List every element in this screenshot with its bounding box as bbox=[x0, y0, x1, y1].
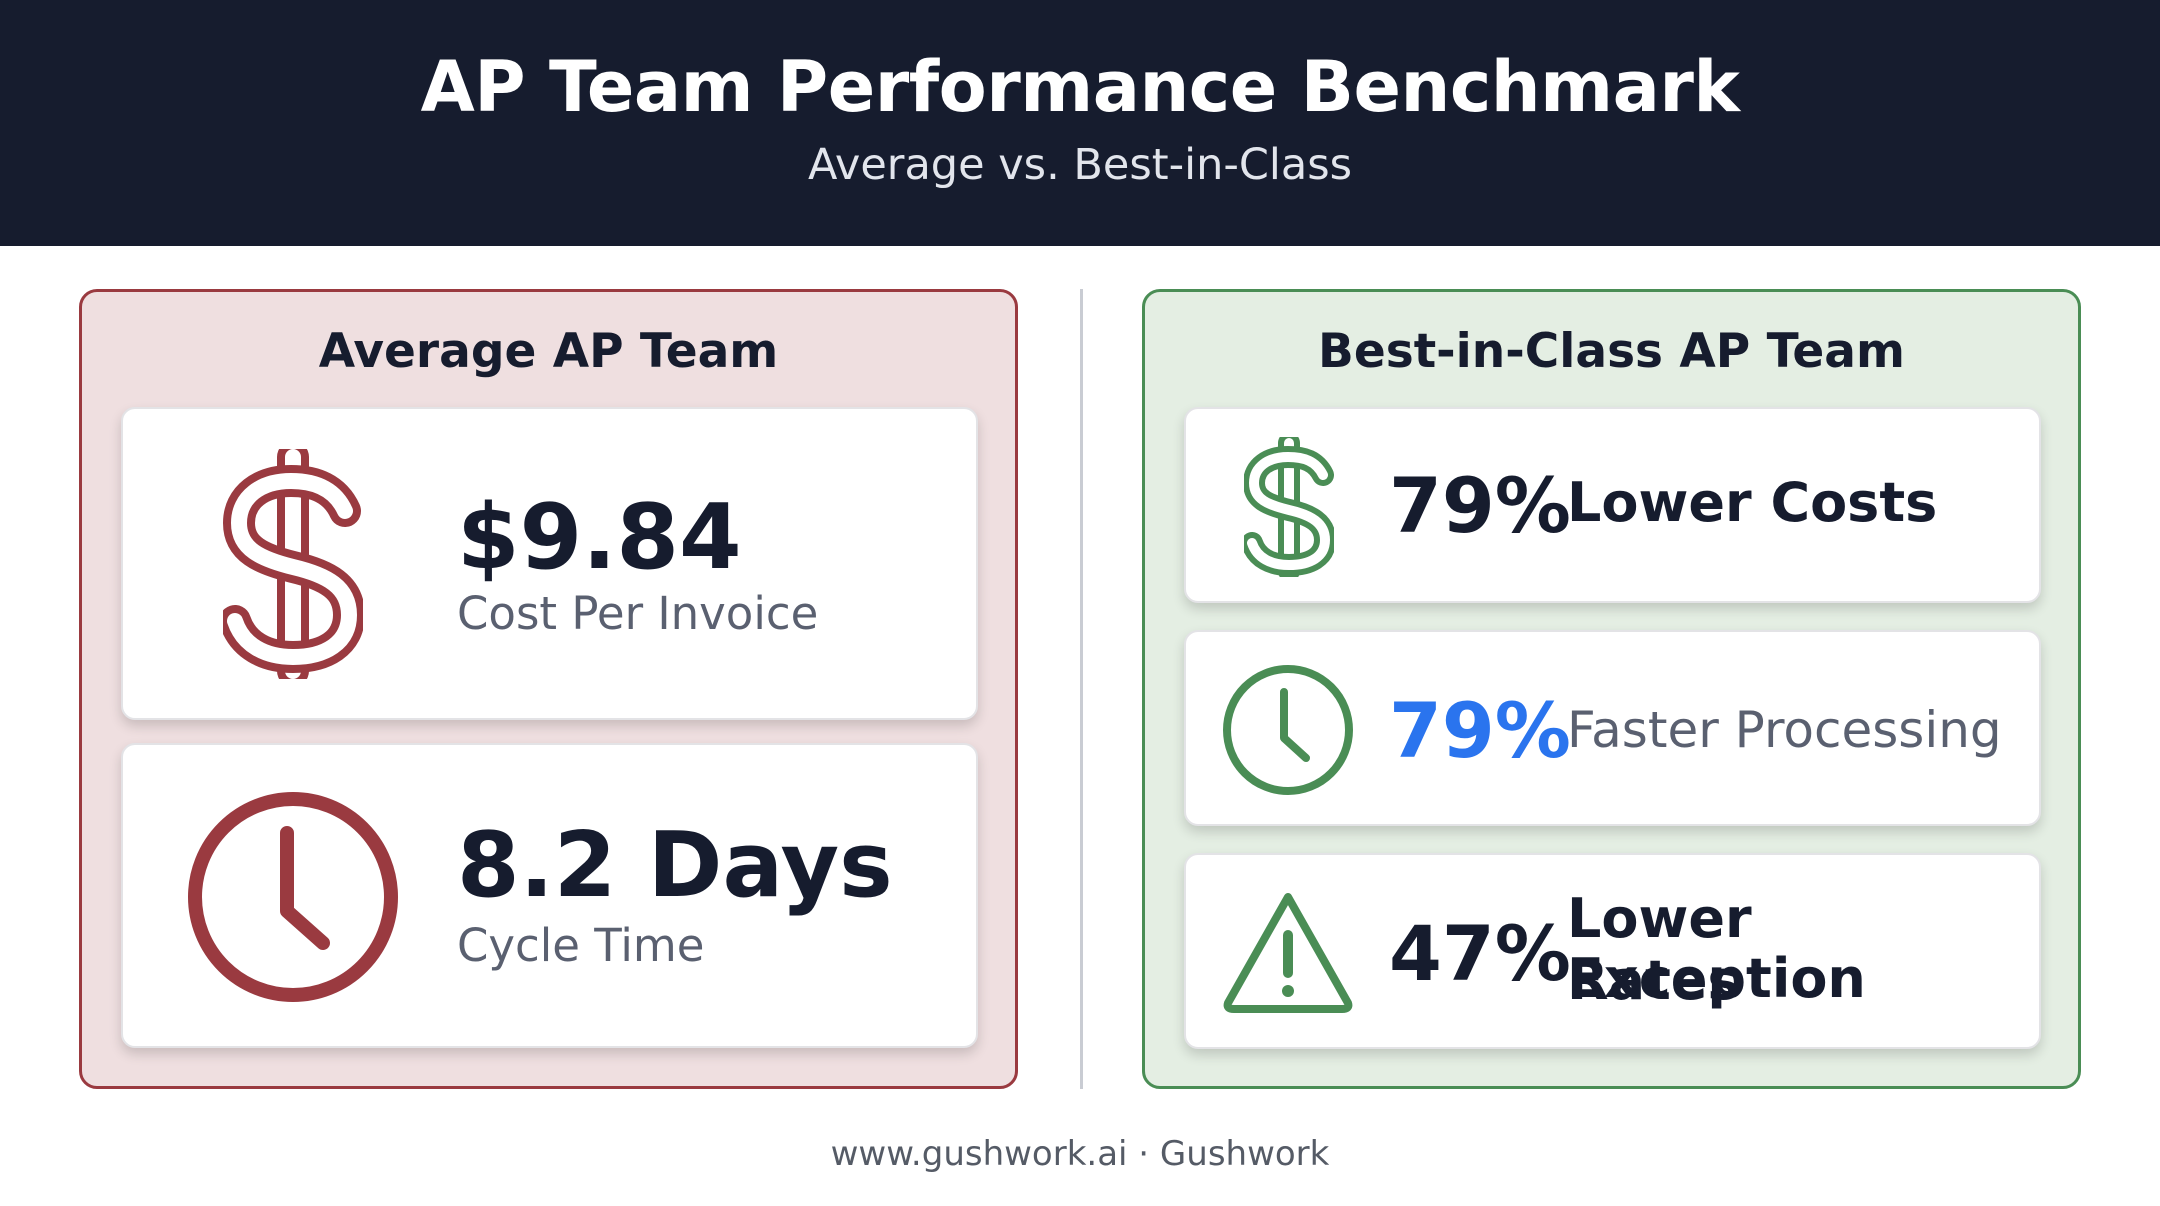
lower-exceptions-percent: 47% bbox=[1389, 909, 1571, 998]
cycle-time-label: Cycle Time bbox=[457, 919, 705, 972]
lower-costs-label: Lower Costs bbox=[1567, 471, 1938, 534]
cost-label: Cost Per Invoice bbox=[457, 587, 819, 640]
faster-processing-percent: 79% bbox=[1389, 686, 1571, 775]
lower-costs-card: 79% Lower Costs bbox=[1184, 407, 2041, 603]
average-team-panel: Average AP Team $9.84 Cost Per Invoice 8… bbox=[79, 289, 1018, 1089]
lower-costs-percent: 79% bbox=[1389, 461, 1571, 550]
best-panel-title: Best-in-Class AP Team bbox=[1318, 324, 1905, 379]
lower-exceptions-label-line2: Rates bbox=[1567, 949, 1740, 1012]
cycle-time-card: 8.2 Days Cycle Time bbox=[121, 743, 978, 1048]
cost-value: $9.84 bbox=[457, 485, 742, 590]
cycle-time-value: 8.2 Days bbox=[457, 813, 893, 918]
faster-processing-card: 79% Faster Processing bbox=[1184, 630, 2041, 826]
cost-per-invoice-card: $9.84 Cost Per Invoice bbox=[121, 407, 978, 720]
warning-icon bbox=[1220, 889, 1356, 1015]
lower-exceptions-label-line1: Lower Exception bbox=[1567, 887, 1866, 1010]
page-subtitle: Average vs. Best-in-Class bbox=[807, 140, 1352, 190]
panel-divider bbox=[1080, 289, 1083, 1089]
dollar-icon bbox=[223, 449, 363, 679]
lower-exceptions-card: 47% Lower Exception Rates bbox=[1184, 853, 2041, 1049]
footer-attribution: www.gushwork.ai · Gushwork bbox=[830, 1134, 1330, 1174]
average-panel-title: Average AP Team bbox=[318, 324, 779, 379]
faster-processing-label: Faster Processing bbox=[1567, 701, 2002, 759]
header: AP Team Performance Benchmark Average vs… bbox=[0, 0, 2160, 246]
dollar-icon bbox=[1244, 437, 1334, 577]
clock-icon bbox=[1220, 662, 1356, 798]
page-title: AP Team Performance Benchmark bbox=[420, 46, 1740, 128]
best-in-class-panel: Best-in-Class AP Team 79% Lower Costs 79… bbox=[1142, 289, 2081, 1089]
clock-icon bbox=[183, 787, 403, 1007]
